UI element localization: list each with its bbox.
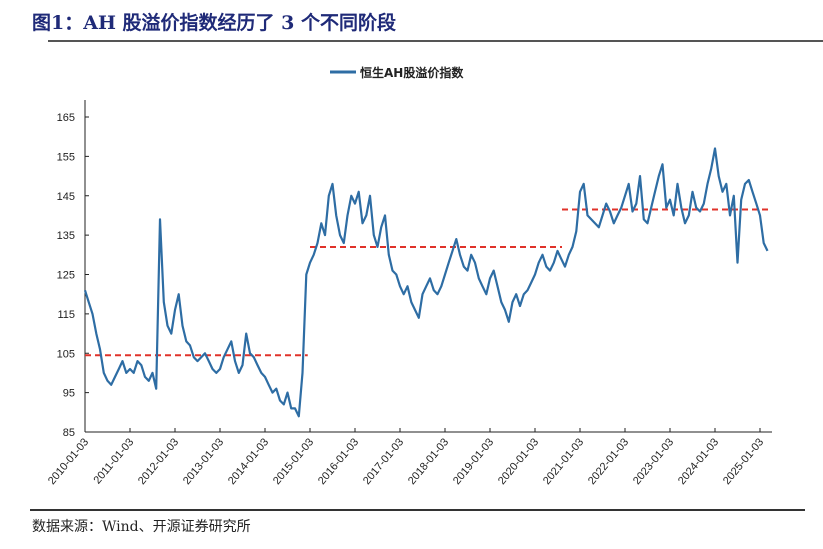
x-tick-label: 2024-01-03: [676, 436, 721, 487]
x-tick-label: 2021-01-03: [541, 436, 586, 487]
y-tick-label: 135: [57, 230, 75, 242]
x-tick-label: 2013-01-03: [181, 436, 226, 487]
y-tick-label: 145: [57, 191, 75, 203]
x-tick-label: 2017-01-03: [361, 436, 406, 487]
x-tick-label: 2019-01-03: [451, 436, 496, 487]
x-tick-label: 2014-01-03: [226, 436, 271, 487]
y-tick-label: 125: [57, 270, 75, 282]
source-note: 数据来源：Wind、开源证券研究所: [32, 519, 251, 535]
y-tick-label: 95: [63, 388, 75, 400]
legend: 恒生AH股溢价指数: [330, 65, 464, 80]
y-tick-label: 115: [57, 309, 75, 321]
legend-label: 恒生AH股溢价指数: [360, 65, 464, 80]
x-tick-label: 2010-01-03: [46, 436, 91, 487]
title-divider: [48, 40, 823, 42]
y-tick-label: 155: [57, 151, 75, 163]
figure-title: 图1：AH 股溢价指数经历了 3 个不同阶段: [32, 12, 396, 34]
x-tick-label: 2016-01-03: [316, 436, 361, 487]
x-tick-label: 2015-01-03: [271, 436, 316, 487]
y-tick-label: 85: [63, 427, 75, 439]
x-tick-label: 2020-01-03: [496, 436, 541, 487]
x-tick-label: 2022-01-03: [586, 436, 631, 487]
y-tick-label: 105: [57, 348, 75, 360]
footer-divider: [30, 509, 805, 511]
y-tick-label: 165: [57, 112, 75, 124]
x-tick-label: 2023-01-03: [631, 436, 676, 487]
series-line-ah-premium-index: [83, 147, 769, 418]
x-tick-label: 2011-01-03: [91, 436, 136, 486]
x-tick-label: 2018-01-03: [406, 436, 451, 487]
x-tick-label: 2025-01-03: [721, 436, 766, 487]
x-tick-label: 2012-01-03: [136, 436, 181, 487]
